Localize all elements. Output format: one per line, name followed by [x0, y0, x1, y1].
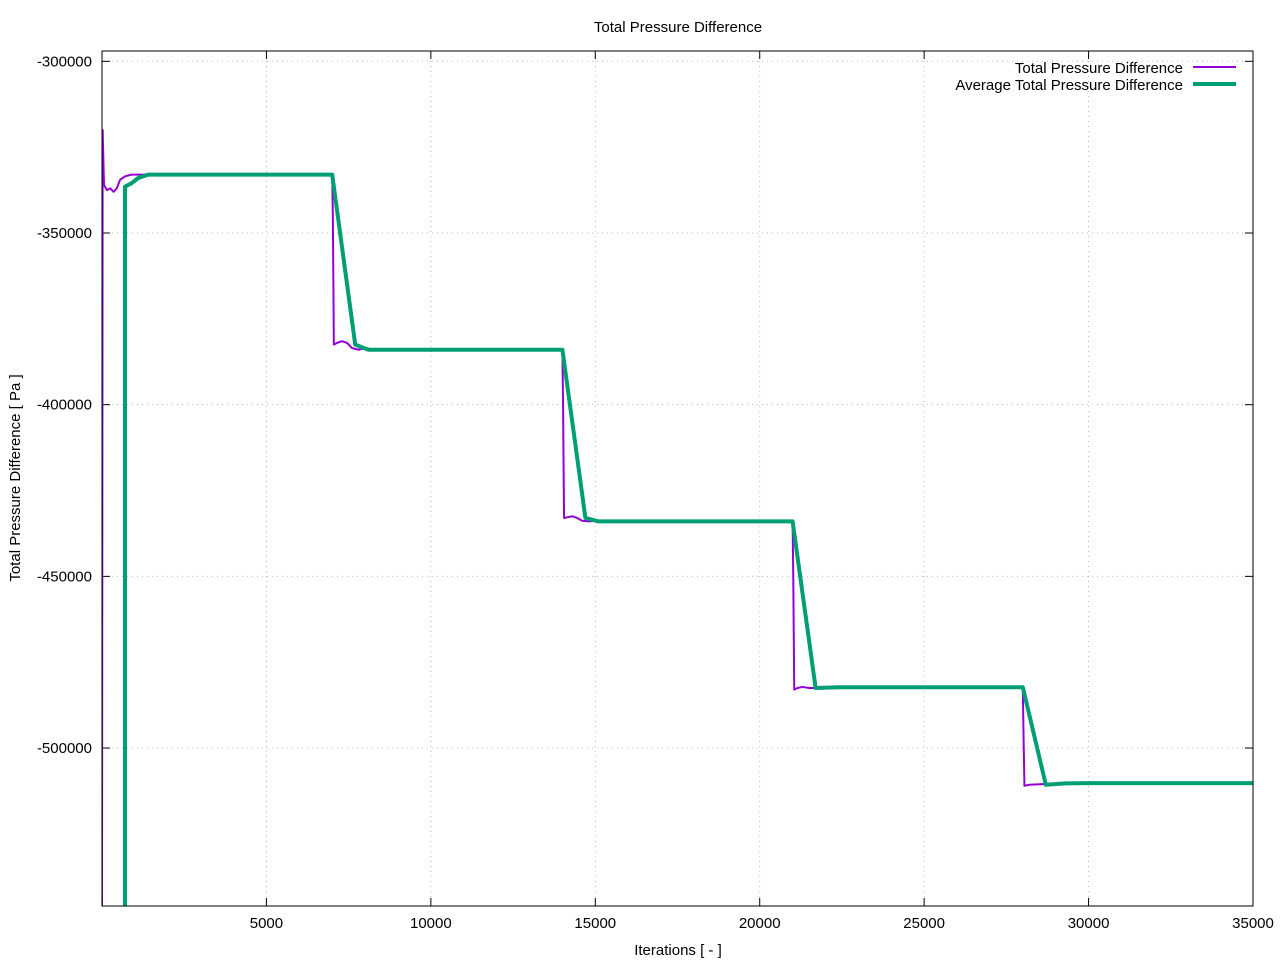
- y-tick-label: -500000: [37, 740, 92, 757]
- y-tick-label: -450000: [37, 568, 92, 585]
- axis-ticks: 5000 10000 15000 20000 25000 30000 35000 -30000…: [37, 51, 1274, 932]
- x-tick-label: 30000: [1068, 915, 1110, 932]
- chart-title: Total Pressure Difference: [594, 19, 762, 36]
- x-tick-label: 35000: [1232, 915, 1274, 932]
- legend: Total Pressure Difference Average Total …: [955, 60, 1236, 94]
- x-tick-label: 20000: [739, 915, 781, 932]
- x-tick-label: 15000: [574, 915, 616, 932]
- legend-label-average-total-pressure-difference: Average Total Pressure Difference: [955, 77, 1183, 94]
- series-layer: [102, 128, 1253, 906]
- plot-frame: [101, 50, 1254, 907]
- series-line-average-total-pressure-difference: [123, 172, 1253, 906]
- y-axis-title: Total Pressure Difference [ Pa ]: [7, 374, 24, 581]
- legend-label-total-pressure-difference: Total Pressure Difference: [1015, 60, 1183, 77]
- x-tick-label: 25000: [903, 915, 945, 932]
- y-tick-label: -350000: [37, 225, 92, 242]
- x-axis-title: Iterations [ - ]: [634, 942, 722, 959]
- grid: [102, 51, 1253, 906]
- y-tick-label: -400000: [37, 397, 92, 414]
- y-tick-label: -300000: [37, 53, 92, 70]
- x-tick-label: 10000: [410, 915, 452, 932]
- x-tick-label: 5000: [250, 915, 283, 932]
